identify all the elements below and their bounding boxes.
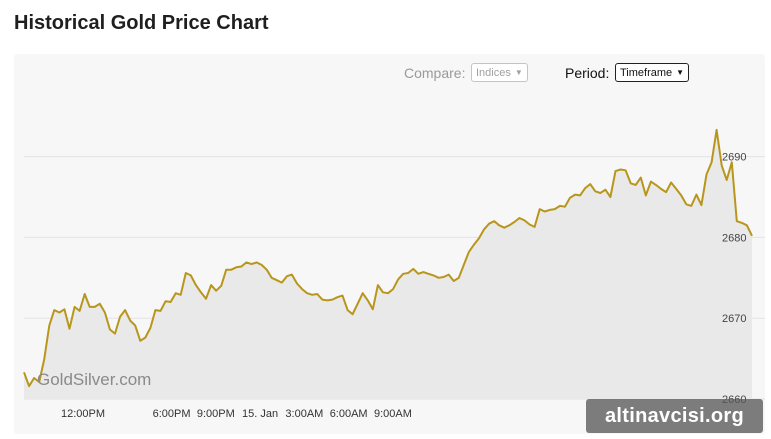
x-axis-labels: 12:00PM 6:00PM 9:00PM 15. Jan 3:00AM 6:00AM 9:… [61, 408, 412, 420]
x-tick-label: 15. Jan [242, 408, 278, 420]
site-watermark: altinavcisi.org [586, 399, 763, 433]
x-tick-label: 6:00PM [153, 408, 191, 420]
chevron-down-icon: ▼ [514, 68, 523, 77]
chart-watermark: GoldSilver.com [37, 370, 151, 389]
period-select-value: Timeframe [620, 67, 673, 79]
compare-select-value: Indices [476, 67, 511, 79]
x-tick-label: 12:00PM [61, 408, 105, 420]
page-title: Historical Gold Price Chart [14, 12, 269, 34]
chevron-down-icon: ▼ [676, 68, 685, 77]
x-tick-label: 9:00PM [197, 408, 235, 420]
x-tick-label: 3:00AM [285, 408, 323, 420]
price-area [24, 129, 752, 399]
price-line [23, 128, 753, 388]
chart-panel: 12:00PM 6:00PM 9:00PM 15. Jan 3:00AM 6:00AM 9:… [14, 54, 765, 434]
period-label: Period: [565, 65, 610, 81]
x-tick-label: 9:00AM [374, 408, 412, 420]
price-chart: 12:00PM 6:00PM 9:00PM 15. Jan 3:00AM 6:00AM 9:… [23, 128, 765, 420]
period-select[interactable]: Timeframe ▼ [615, 63, 689, 82]
x-tick-label: 6:00AM [330, 408, 368, 420]
y-tick-label: 2680 [722, 232, 746, 244]
y-tick-label: 2670 [722, 313, 746, 325]
compare-select[interactable]: Indices ▼ [471, 63, 528, 82]
y-tick-label: 2690 [722, 152, 746, 164]
compare-label: Compare: [404, 65, 466, 81]
